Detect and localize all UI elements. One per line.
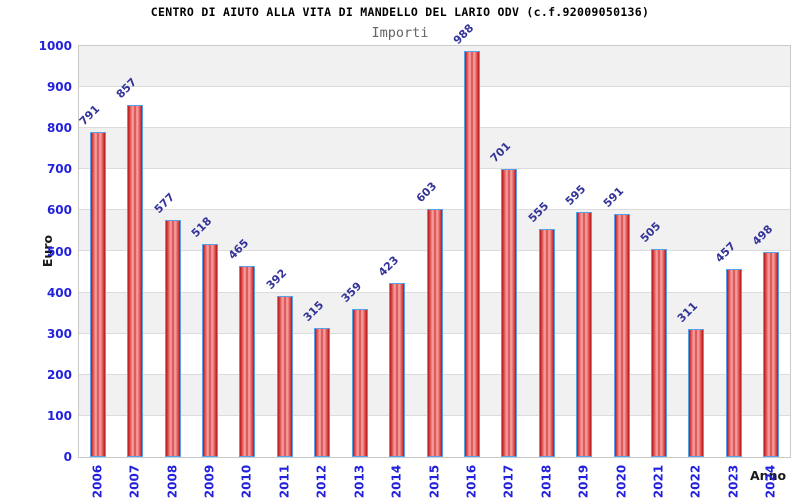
x-axis-tick-label: 2011 xyxy=(277,464,292,499)
x-axis-tick-label: 2008 xyxy=(165,464,180,499)
plot-band xyxy=(79,128,790,170)
x-axis-tick-label: 2015 xyxy=(427,464,442,499)
bar xyxy=(726,269,742,457)
x-axis-tick-label: 2007 xyxy=(127,464,142,499)
x-axis-tick-label: 2021 xyxy=(651,464,666,499)
y-axis-tick-label: 600 xyxy=(46,203,72,218)
y-axis-tick-label: 1000 xyxy=(38,39,72,53)
bar xyxy=(763,252,779,457)
bar xyxy=(202,244,218,457)
x-axis-tick-label: 2010 xyxy=(239,464,254,499)
y-axis-tick-label: 0 xyxy=(63,450,72,464)
bar xyxy=(165,220,181,457)
x-axis-tick-label: 2023 xyxy=(726,464,741,499)
bar xyxy=(314,328,330,457)
bar xyxy=(352,309,368,457)
x-axis-tick-label: 2018 xyxy=(539,464,554,499)
bar xyxy=(239,266,255,457)
bar xyxy=(90,132,106,457)
y-axis-tick-label: 800 xyxy=(46,121,72,136)
x-axis-tick-label: 2024 xyxy=(763,464,778,499)
x-axis-tick-label: 2012 xyxy=(314,464,329,499)
y-axis-tick-label: 500 xyxy=(46,244,72,259)
bar xyxy=(539,229,555,457)
bar xyxy=(389,283,405,457)
x-axis-tick-label: 2019 xyxy=(576,464,591,499)
x-axis-tick-label: 2014 xyxy=(389,464,404,499)
plot-band xyxy=(79,87,790,129)
plot-area xyxy=(78,45,791,458)
bar xyxy=(614,214,630,457)
bar xyxy=(576,212,592,457)
bar xyxy=(688,329,704,457)
y-axis-tick-label: 300 xyxy=(46,326,72,341)
x-axis-tick-label: 2022 xyxy=(688,464,703,499)
x-axis-tick-label: 2016 xyxy=(464,464,479,499)
y-axis-tick-label: 900 xyxy=(46,80,72,95)
y-axis-tick-label: 100 xyxy=(46,408,72,423)
plot-band xyxy=(79,46,790,88)
y-axis-tick-label: 700 xyxy=(46,162,72,177)
bar xyxy=(427,209,443,457)
x-axis-title: Anno xyxy=(750,468,787,483)
bar xyxy=(464,51,480,457)
bar xyxy=(651,249,667,457)
bar xyxy=(277,296,293,457)
bar xyxy=(501,169,517,457)
x-axis-tick-label: 2017 xyxy=(501,464,516,499)
chart-title: CENTRO DI AIUTO ALLA VITA DI MANDELLO DE… xyxy=(150,5,650,19)
y-axis-tick-label: 400 xyxy=(46,285,72,300)
x-axis-tick-label: 2006 xyxy=(90,464,105,499)
x-axis-tick-label: 2020 xyxy=(614,464,629,499)
bar xyxy=(127,105,143,457)
chart-subtitle: Importi xyxy=(371,25,429,41)
x-axis-tick-label: 2013 xyxy=(352,464,367,499)
x-axis-tick-label: 2009 xyxy=(202,464,217,499)
y-axis-tick-label: 200 xyxy=(46,367,72,382)
